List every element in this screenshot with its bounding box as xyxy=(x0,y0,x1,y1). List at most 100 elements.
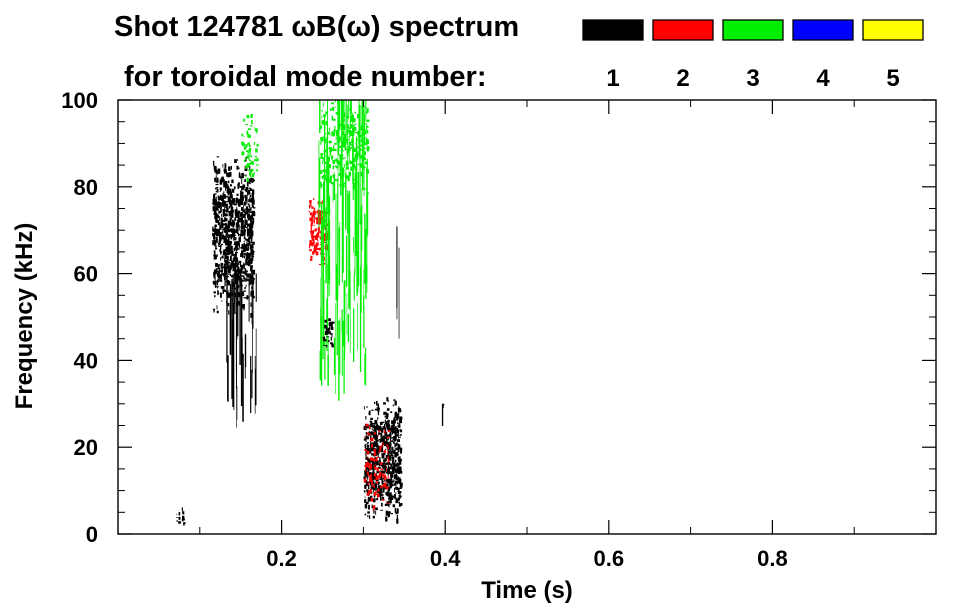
spectrum-cell-mode-1 xyxy=(375,432,377,437)
spectrum-cell-mode-1 xyxy=(223,182,226,184)
spectrum-cell-mode-1 xyxy=(235,199,238,204)
spectrum-streak-mode-3 xyxy=(327,263,329,330)
spectrum-cell-mode-1 xyxy=(392,504,396,508)
spectrum-cell-mode-1 xyxy=(386,440,388,444)
spectrum-cell-mode-1 xyxy=(241,189,243,191)
spectrum-cell-mode-1 xyxy=(378,432,381,435)
spectrum-cell-mode-1 xyxy=(245,211,247,216)
spectrum-streak-mode-1 xyxy=(244,333,246,379)
spectrum-cell-mode-1 xyxy=(375,435,378,439)
spectrum-cell-mode-3 xyxy=(329,127,331,132)
spectrum-cell-mode-1 xyxy=(225,195,228,198)
spectrum-cell-mode-3 xyxy=(251,168,254,172)
spectrum-cell-mode-1 xyxy=(381,455,384,459)
spectrum-cell-mode-1 xyxy=(252,217,255,223)
spectrum-cell-mode-1 xyxy=(234,217,237,221)
spectrum-cell-mode-1 xyxy=(242,255,244,258)
spectrum-cell-mode-2 xyxy=(367,482,370,485)
spectrum-cell-mode-2 xyxy=(319,263,322,266)
spectrum-cell-mode-1 xyxy=(245,196,248,202)
spectrum-cell-mode-3 xyxy=(334,179,338,182)
spectrum-cell-mode-1 xyxy=(225,201,229,203)
spectrum-cell-mode-3 xyxy=(323,121,326,126)
spectrum-cell-mode-1 xyxy=(387,469,390,474)
spectrum-streak-mode-3 xyxy=(336,267,338,356)
spectrum-cell-mode-1 xyxy=(372,422,375,424)
spectrum-cell-mode-3 xyxy=(323,177,327,181)
spectrum-cell-mode-1 xyxy=(397,425,400,428)
spectrum-cell-mode-1 xyxy=(385,466,387,468)
spectrum-cell-mode-1 xyxy=(221,243,223,246)
spectrum-cell-mode-1 xyxy=(247,203,249,206)
spectrum-cell-mode-1 xyxy=(396,518,399,524)
spectrum-cell-mode-1 xyxy=(252,207,256,209)
spectrum-cell-mode-1 xyxy=(225,246,229,249)
spectrum-cell-mode-1 xyxy=(242,184,246,189)
spectrum-cell-mode-1 xyxy=(398,433,399,439)
spectrum-cell-mode-1 xyxy=(224,276,226,281)
spectrum-cell-mode-3 xyxy=(332,159,336,164)
spectrum-streak-mode-3 xyxy=(366,211,368,293)
legend-label-5: 5 xyxy=(886,65,899,92)
spectrum-cell-mode-1 xyxy=(389,492,392,496)
spectrum-cell-mode-1 xyxy=(251,243,254,246)
spectrum-cell-mode-1 xyxy=(389,478,392,482)
spectrum-cell-mode-1 xyxy=(224,209,228,212)
spectrum-cell-mode-1 xyxy=(386,480,390,484)
spectrum-cell-mode-3 xyxy=(363,165,365,170)
spectrum-cell-mode-1 xyxy=(239,268,243,274)
spectrum-cell-mode-2 xyxy=(370,463,373,468)
spectrum-cell-mode-1 xyxy=(372,434,375,439)
spectrum-cell-mode-2 xyxy=(373,473,377,477)
spectrum-cell-mode-1 xyxy=(235,248,239,250)
y-tick-label: 100 xyxy=(61,88,98,113)
spectrum-cell-mode-1 xyxy=(222,228,224,231)
spectrum-cell-mode-1 xyxy=(369,500,372,502)
spectrum-streak-mode-3 xyxy=(341,328,343,376)
spectrum-cell-mode-1 xyxy=(223,227,227,233)
spectrum-cell-mode-2 xyxy=(381,473,384,477)
spectrum-cell-mode-1 xyxy=(386,470,389,474)
spectrum-cell-mode-3 xyxy=(324,161,327,164)
spectrum-cell-mode-2 xyxy=(309,240,312,244)
spectrum-cell-mode-1 xyxy=(387,452,390,457)
spectrum-streak-mode-3 xyxy=(346,235,348,287)
spectrum-cell-mode-1 xyxy=(222,193,224,197)
spectrum-cell-mode-1 xyxy=(363,438,366,441)
spectrum-cell-mode-1 xyxy=(223,195,227,199)
y-tick-label: 40 xyxy=(74,348,98,373)
spectrum-streak-mode-3 xyxy=(353,274,355,300)
spectrum-cell-mode-3 xyxy=(336,166,339,169)
spectrum-cell-mode-3 xyxy=(363,166,366,168)
spectrum-cell-mode-1 xyxy=(331,321,335,324)
spectrum-cell-mode-3 xyxy=(246,130,249,135)
spectrum-cell-mode-1 xyxy=(230,255,232,259)
spectrum-cell-mode-1 xyxy=(365,456,369,460)
spectrum-streak-mode-3 xyxy=(349,270,351,354)
spectrum-cell-mode-1 xyxy=(367,445,370,447)
spectrum-cell-mode-3 xyxy=(353,182,355,186)
spectrum-cell-mode-1 xyxy=(389,511,391,514)
spectrum-cell-mode-1 xyxy=(215,183,219,186)
spectrum-cell-mode-1 xyxy=(238,232,239,237)
spectrum-cell-mode-1 xyxy=(228,199,231,205)
spectrum-streak-mode-1 xyxy=(252,273,254,329)
spectrum-cell-mode-2 xyxy=(375,491,378,493)
spectrum-cell-mode-1 xyxy=(242,214,245,218)
spectrum-cell-mode-1 xyxy=(229,259,230,262)
spectrum-cell-mode-1 xyxy=(398,460,402,465)
spectrum-cell-mode-1 xyxy=(228,206,231,209)
spectrum-cell-mode-1 xyxy=(212,232,214,235)
spectrum-cell-mode-1 xyxy=(243,246,246,253)
spectrum-streak-mode-3 xyxy=(363,295,365,310)
spectrum-streak-mode-3 xyxy=(338,100,340,105)
spectrum-streak-mode-3 xyxy=(347,190,349,234)
spectrum-streak-mode-3 xyxy=(350,100,352,115)
spectrum-cell-mode-1 xyxy=(367,459,370,461)
spectrum-cell-mode-3 xyxy=(323,135,326,141)
spectrum-cell-mode-1 xyxy=(372,459,373,463)
spectrum-streak-mode-3 xyxy=(343,351,345,394)
spectrum-cell-mode-3 xyxy=(246,114,250,119)
spectrum-cell-mode-3 xyxy=(353,126,357,131)
spectrum-streak-mode-3 xyxy=(327,189,329,297)
